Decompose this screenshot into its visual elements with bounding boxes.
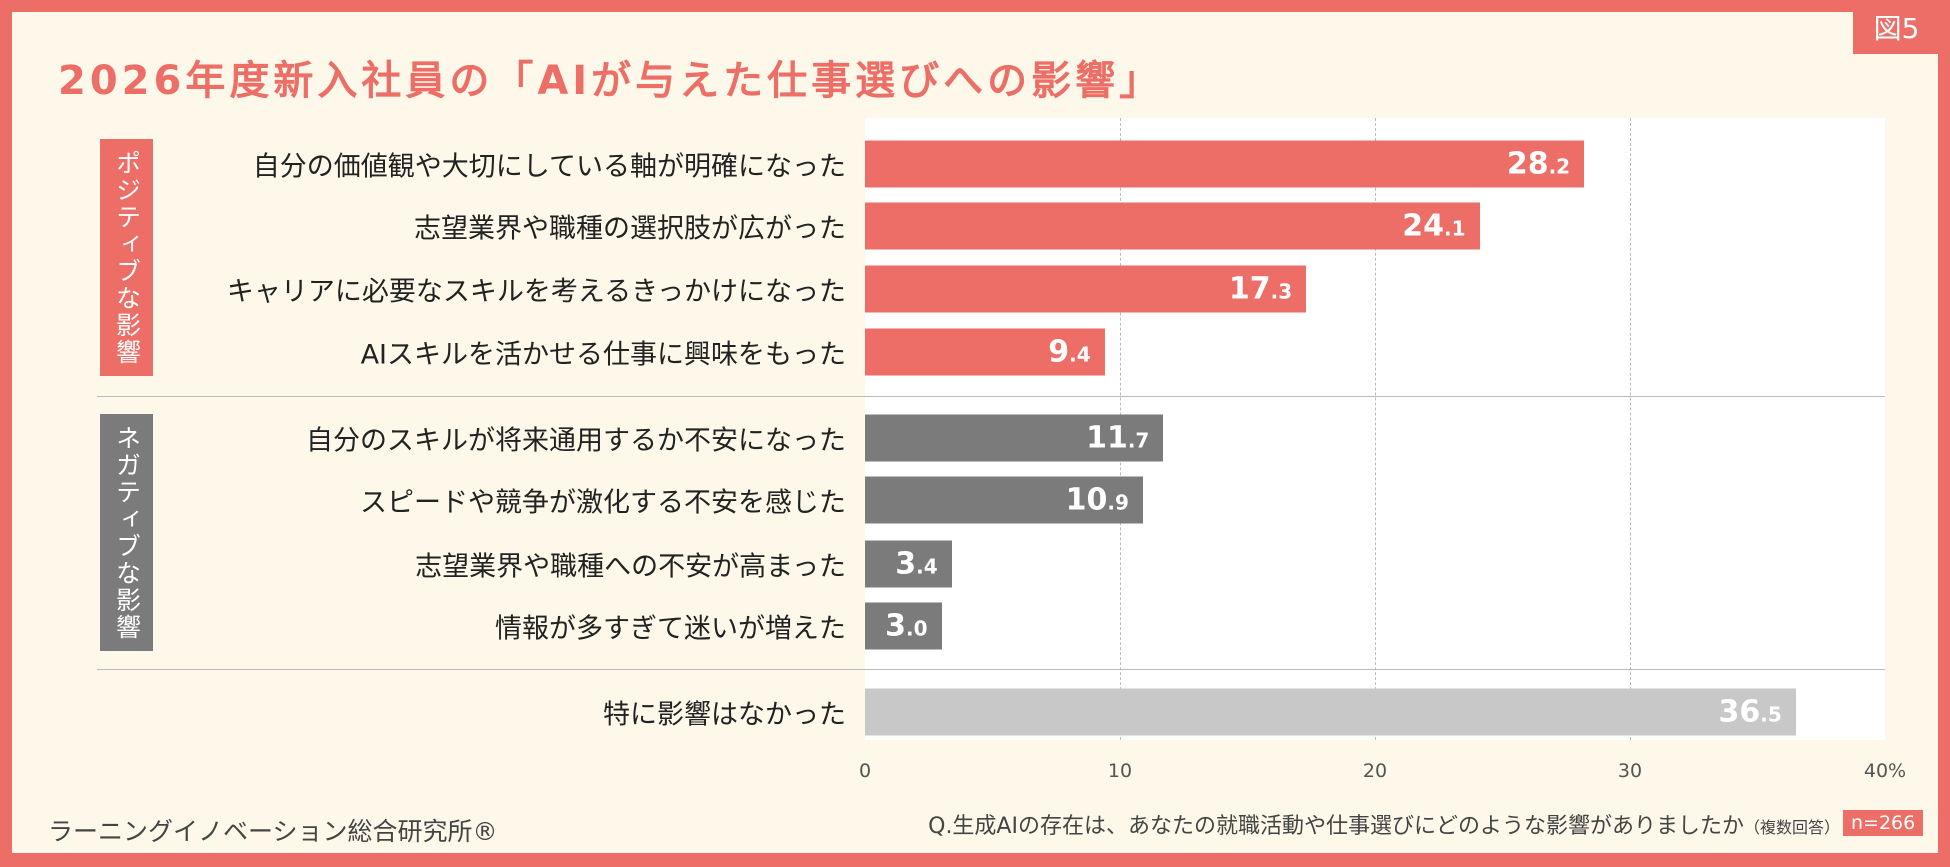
value-label: 10.9	[1065, 482, 1129, 518]
bar: 36.5	[865, 688, 1796, 736]
category-label: 自分の価値観や大切にしている軸が明確になった	[252, 151, 846, 183]
bar: 11.7	[865, 414, 1164, 462]
category-label: 志望業界や職種の選択肢が広がった	[414, 213, 846, 245]
figure-badge: 図5	[1853, 0, 1940, 54]
gridline	[1630, 118, 1631, 740]
question-text: Q.生成AIの存在は、あなたの就職活動や仕事選びにどのような影響がありましたか	[928, 814, 1744, 839]
x-tick-label: 10	[1107, 760, 1133, 782]
group-label-negative: ネガティブな影響	[100, 414, 153, 651]
source-credit: ラーニングイノベーション総合研究所®	[48, 817, 498, 846]
bar: 28.2	[865, 140, 1585, 188]
bar: 9.4	[865, 328, 1105, 376]
category-label: 特に影響はなかった	[603, 699, 846, 731]
survey-question: Q.生成AIの存在は、あなたの就職活動や仕事選びにどのような影響がありましたか（…	[928, 808, 1840, 840]
group-label-positive: ポジティブな影響	[100, 139, 153, 376]
value-label: 3.0	[885, 608, 928, 644]
gridline	[1375, 118, 1376, 740]
category-label: AIスキルを活かせる仕事に興味をもった	[360, 339, 846, 371]
category-label: 志望業界や職種への不安が高まった	[415, 551, 846, 583]
bar: 24.1	[865, 202, 1480, 250]
question-note: （複数回答）	[1743, 818, 1840, 837]
chart-title: 2026年度新入社員の「AIが与えた仕事選びへの影響」	[58, 58, 1164, 104]
bar: 17.3	[865, 265, 1307, 313]
bar: 3.4	[865, 540, 952, 588]
x-tick-label: 0	[858, 760, 872, 782]
value-label: 36.5	[1718, 694, 1782, 730]
value-label: 11.7	[1086, 420, 1150, 456]
category-label: スピードや競争が激化する不安を感じた	[360, 487, 846, 519]
value-label: 28.2	[1506, 146, 1571, 182]
category-label: キャリアに必要なスキルを考えるきっかけになった	[226, 276, 846, 308]
group-separator	[97, 396, 1885, 397]
category-label: 自分のスキルが将来通用するか不安になった	[306, 425, 846, 457]
x-tick-label: 30	[1617, 760, 1643, 782]
group-separator	[97, 669, 1885, 670]
value-label: 24.1	[1402, 208, 1466, 244]
category-label: 情報が多すぎて迷いが増えた	[495, 613, 846, 645]
x-tick-label: 20	[1362, 760, 1388, 782]
bar: 10.9	[865, 476, 1143, 524]
sample-size-badge: n=266	[1843, 810, 1924, 836]
value-label: 17.3	[1228, 271, 1293, 307]
bar: 3.0	[865, 602, 942, 650]
value-label: 3.4	[895, 546, 938, 582]
x-tick-label: 40%	[1863, 760, 1907, 782]
value-label: 9.4	[1048, 334, 1091, 370]
